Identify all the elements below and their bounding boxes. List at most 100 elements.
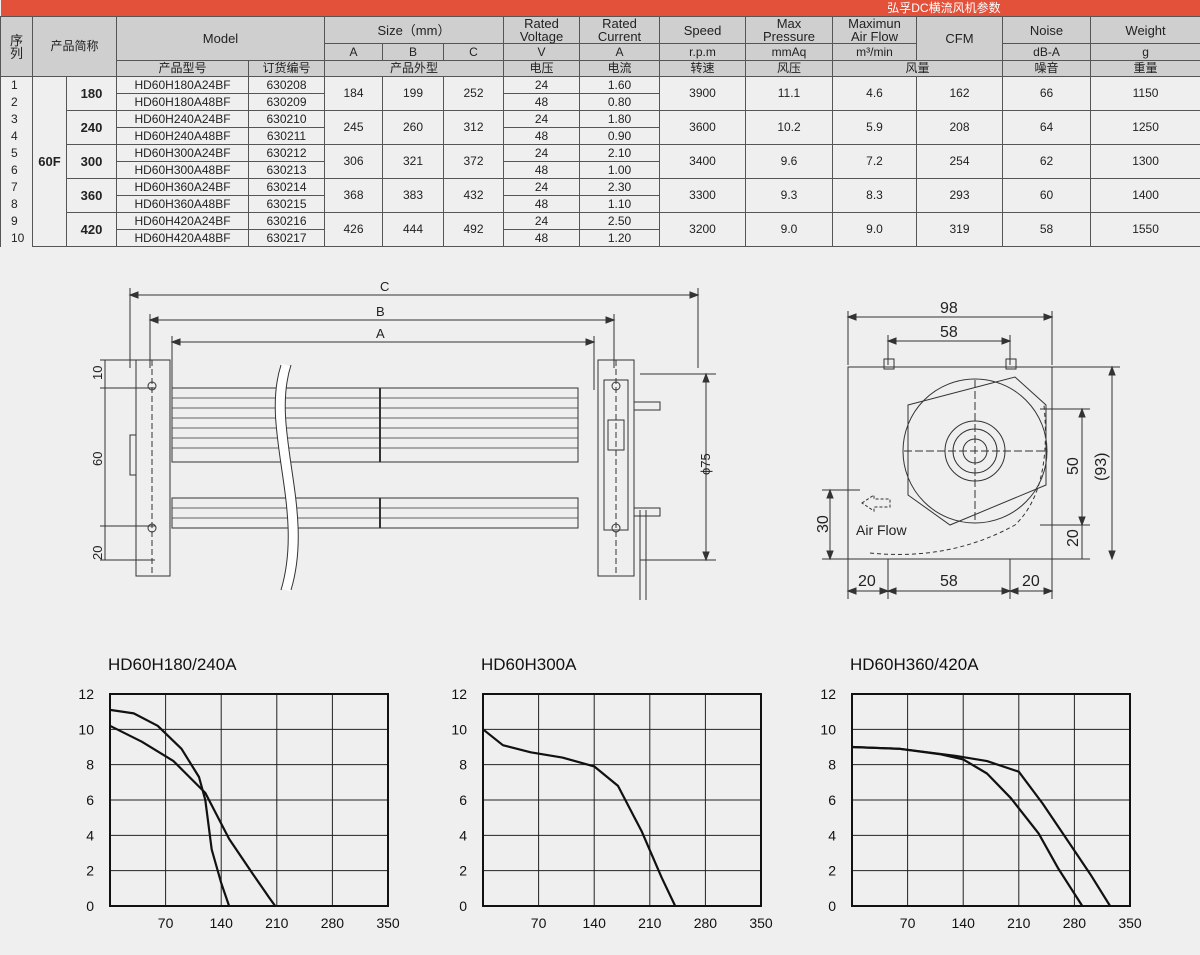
y-tick-label: 12 (451, 686, 467, 702)
y-tick-label: 10 (78, 721, 94, 737)
model-cell: HD60H180A48BF (116, 93, 249, 111)
voltage-cell: 24 (503, 212, 580, 230)
series-line-1 (482, 728, 677, 907)
size-b-cell: 444 (382, 212, 444, 247)
x-tick-label: 140 (952, 915, 976, 931)
performance-chart-1: HD60H180/240A 0 2 4 6 8 10 12 70 140 210 280 350 (78, 655, 400, 931)
x-tick-label: 280 (1063, 915, 1087, 931)
current-cell: 2.50 (579, 212, 660, 230)
cn-noise: 噪音 (1002, 60, 1091, 77)
size-b-header: B (382, 43, 444, 61)
unit-flow: m³/min (832, 43, 917, 61)
flow-cell: 8.3 (832, 178, 917, 213)
table-row: 3 240 HD60H240A24BF 630210 245 260 312 24 1.80 36… (0, 110, 1200, 145)
size-c-cell: 432 (443, 178, 504, 213)
pressure-cell: 9.6 (745, 144, 833, 179)
model-header: Model (116, 16, 325, 61)
chart-title: HD60H300A (481, 655, 577, 674)
weight-cell: 1400 (1089, 178, 1200, 213)
current-cell: 1.80 (579, 110, 660, 128)
order-cell: 630213 (248, 161, 325, 179)
model-cell: HD60H360A48BF (116, 195, 249, 213)
seq-cell: 3 (0, 110, 33, 128)
y-tick-label: 6 (86, 792, 94, 808)
y-tick-label: 4 (86, 827, 94, 843)
unit-v: V (503, 43, 580, 61)
dim-93-label: (93) (1093, 453, 1110, 481)
order-cell: 630210 (248, 110, 325, 128)
weight-cell: 1550 (1089, 212, 1200, 247)
flow-cell: 9.0 (832, 212, 917, 247)
x-tick-label: 350 (1118, 915, 1142, 931)
x-tick-label: 140 (583, 915, 607, 931)
y-tick-label: 8 (828, 757, 836, 773)
cn-current: 电流 (579, 60, 660, 77)
dim-10-label: 10 (90, 366, 105, 380)
noise-cell: 66 (1002, 76, 1091, 111)
model-cell: HD60H420A24BF (116, 212, 249, 230)
series-line-2 (851, 745, 1112, 907)
pressure-cell: 10.2 (745, 110, 833, 145)
abbr-cell: 300 (66, 144, 117, 179)
voltage-cell: 48 (503, 195, 580, 213)
cn-weight: 重量 (1089, 60, 1200, 77)
cfm-cell: 208 (916, 110, 1003, 145)
dim-b-label: B (376, 304, 385, 319)
series-line-2 (109, 724, 277, 907)
current-cell: 2.10 (579, 144, 660, 162)
voltage-cell: 48 (503, 93, 580, 111)
dim-20-br-label: 20 (1022, 573, 1040, 590)
pressure-cell: 11.1 (745, 76, 833, 111)
seq-cell: 9 (0, 212, 33, 230)
seq-cell: 5 (0, 144, 33, 162)
y-tick-label: 10 (820, 721, 836, 737)
size-a-cell: 184 (324, 76, 383, 111)
model-cell: HD60H180A24BF (116, 76, 249, 94)
pressure-cell: 9.3 (745, 178, 833, 213)
x-tick-label: 350 (376, 915, 400, 931)
dim-30-label: 30 (815, 515, 832, 533)
dim-a-label: A (376, 326, 385, 341)
voltage-cell: 24 (503, 110, 580, 128)
dim-20-bl-label: 20 (858, 573, 876, 590)
abbr-header: 产品简称 (32, 16, 117, 77)
abbr-cell: 420 (66, 212, 117, 247)
size-a-cell: 306 (324, 144, 383, 179)
size-a-header: A (324, 43, 383, 61)
cfm-cell: 319 (916, 212, 1003, 247)
dim-98-label: 98 (940, 300, 958, 317)
y-tick-label: 8 (459, 757, 467, 773)
order-cell: 630212 (248, 144, 325, 162)
flow-cell: 5.9 (832, 110, 917, 145)
current-cell: 1.10 (579, 195, 660, 213)
x-tick-label: 140 (210, 915, 234, 931)
model-cell: HD60H300A48BF (116, 161, 249, 179)
model-cell: HD60H360A24BF (116, 178, 249, 196)
cn-model: 产品型号 (116, 60, 249, 77)
seq-cell: 7 (0, 178, 33, 196)
order-cell: 630214 (248, 178, 325, 196)
current-cell: 0.80 (579, 93, 660, 111)
weight-header: Weight (1089, 16, 1200, 44)
airflow-label: Air Flow (856, 522, 907, 538)
seq-cell: 8 (0, 195, 33, 213)
cn-order: 订货编号 (248, 60, 325, 77)
unit-a: A (579, 43, 660, 61)
voltage-cell: 24 (503, 144, 580, 162)
spec-table: 弘孚DC横流风机参数 序列 产品简称 Model Size（mm） Rated V… (0, 0, 1200, 247)
unit-g: g (1089, 43, 1200, 61)
size-a-cell: 245 (324, 110, 383, 145)
size-b-cell: 199 (382, 76, 444, 111)
dim-58-bottom-label: 58 (940, 573, 958, 590)
model-cell: HD60H300A24BF (116, 144, 249, 162)
current-cell: 1.20 (579, 229, 660, 247)
table-row: 8 HD60H360A48BF 630215 48 1.10 (0, 195, 1200, 213)
size-c-cell: 372 (443, 144, 504, 179)
front-view-drawing: C B A 10 60 20 ϕ75 (90, 279, 716, 600)
rated-current-header: Rated Current (579, 16, 660, 44)
x-tick-label: 350 (749, 915, 773, 931)
cn-pressure: 风压 (745, 60, 833, 77)
y-tick-label: 10 (451, 721, 467, 737)
current-cell: 0.90 (579, 127, 660, 145)
x-tick-label: 70 (900, 915, 916, 931)
